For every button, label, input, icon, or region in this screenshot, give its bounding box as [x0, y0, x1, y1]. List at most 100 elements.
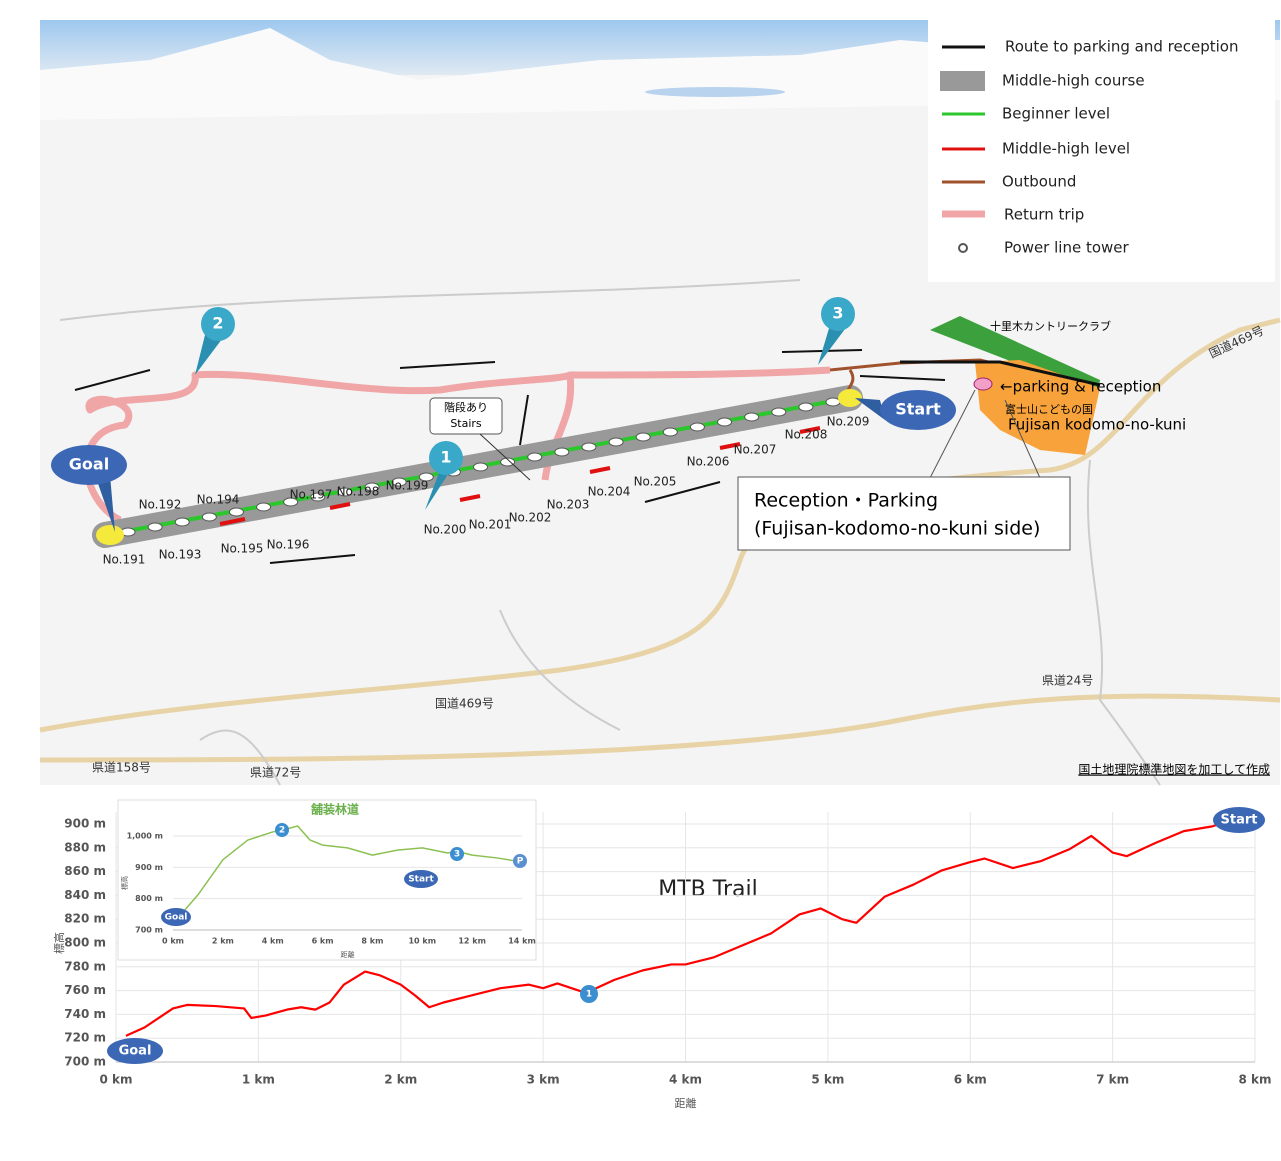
annotation-label: 1 — [586, 990, 592, 1000]
x-tick-label: 2 km — [212, 937, 234, 946]
goal-spot — [96, 525, 124, 545]
lake — [645, 87, 785, 97]
map: Goal Start 1 2 3 階段あり Stairs ←parking & … — [39, 20, 1281, 786]
x-tick-label: 3 km — [527, 1073, 560, 1087]
x-tick-label: 6 km — [954, 1073, 987, 1087]
tower-dot — [228, 507, 244, 517]
middle-high — [219, 426, 821, 526]
tower-label: No.201 — [469, 518, 512, 532]
annotation-marker — [404, 870, 438, 888]
tower-dot — [744, 412, 760, 422]
legend-label: Power line tower — [1004, 239, 1130, 257]
tower-dot — [337, 487, 353, 497]
inset-title: 舗装林道 — [310, 802, 359, 817]
x-tick-label: 4 km — [669, 1073, 702, 1087]
parking-label: ←parking & reception — [1000, 378, 1161, 396]
tower-label: No.195 — [221, 542, 264, 556]
x-axis-label: 距離 — [341, 950, 355, 959]
tower-label: No.209 — [827, 415, 870, 429]
x-tick-label: 6 km — [312, 937, 334, 946]
x-tick-label: 1 km — [242, 1073, 275, 1087]
elevation-line — [125, 822, 1220, 1037]
tower-dot — [201, 512, 217, 522]
tower-dot — [581, 442, 597, 452]
tower-dot — [662, 427, 678, 437]
x-tick-label: 4 km — [262, 937, 284, 946]
kodomo-jp: 富士山こどもの国 — [1005, 402, 1093, 416]
y-tick-label: 800 m — [135, 894, 163, 903]
pin-label: Goal — [69, 455, 109, 474]
annotation-label: Goal — [119, 1044, 152, 1059]
x-axis-label: 距離 — [675, 1096, 697, 1110]
annotation-marker — [161, 908, 191, 926]
road-label: 国道469号 — [435, 697, 494, 711]
annotation-label: 3 — [454, 850, 460, 860]
tower-dot — [500, 457, 516, 467]
tower-labels: No.191 No.192 No.193 No.194 No.195 No.196 No.1… — [103, 415, 870, 567]
legend-label: Route to parking and reception — [1005, 38, 1238, 56]
inset-panel — [117, 799, 537, 961]
x-tick-label: 14 km — [508, 937, 536, 946]
y-tick-label: 880 m — [64, 840, 106, 854]
legend-label: Return trip — [1004, 206, 1084, 224]
tower-label: No.193 — [159, 548, 202, 562]
tower-label: No.204 — [588, 485, 631, 499]
stairs-label: 階段あり — [444, 400, 488, 414]
y-tick-label: 740 m — [64, 1007, 106, 1021]
y-tick-label: 760 m — [64, 983, 106, 997]
tower-label: No.191 — [103, 553, 146, 567]
annotation-label: Start — [408, 875, 434, 885]
annotation-marker — [107, 1038, 163, 1064]
annotation-label: P — [517, 857, 524, 867]
x-tick-label: 12 km — [458, 937, 486, 946]
tower-dot — [608, 437, 624, 447]
tower-label: No.202 — [509, 511, 552, 525]
tower-dot — [473, 462, 488, 472]
pin-label: 3 — [832, 304, 843, 323]
legend-label: Outbound — [1002, 173, 1076, 191]
pin-label: 1 — [440, 448, 451, 467]
legend-label: Beginner level — [1002, 105, 1110, 123]
x-tick-label: 10 km — [408, 937, 436, 946]
pins — [51, 297, 956, 532]
minor-roads — [59, 279, 1161, 786]
y-tick-label: 820 m — [64, 912, 106, 926]
y-tick-label: 720 m — [64, 1031, 106, 1045]
kodomo-area — [975, 360, 1100, 455]
tower-dot — [527, 452, 543, 462]
y-tick-label: 900 m — [64, 817, 106, 831]
y-tick-label: 900 m — [135, 863, 163, 872]
tower-dot — [554, 447, 570, 457]
y-tick-label: 700 m — [64, 1055, 106, 1069]
tower-dot — [391, 477, 407, 487]
stairs-label: Stairs — [450, 417, 482, 430]
tower-label: No.205 — [634, 475, 677, 489]
y-axis-label: 標高 — [120, 876, 129, 890]
annotation-marker — [275, 823, 289, 837]
x-tick-label: 8 km — [361, 937, 383, 946]
annotation-marker — [1213, 807, 1265, 833]
y-tick-label: 1,000 m — [127, 832, 163, 841]
tower-label: No.198 — [337, 485, 380, 499]
tower-label: No.199 — [386, 479, 429, 493]
roads — [39, 317, 1281, 763]
annotation-marker — [580, 985, 598, 1003]
tower-label: No.200 — [424, 523, 467, 537]
stairs-pointer — [479, 433, 531, 481]
x-tick-label: 8 km — [1238, 1073, 1271, 1087]
golf-label: 十里木カントリークラブ — [990, 319, 1111, 333]
road-label: 県道72号 — [250, 766, 301, 780]
callout-text: Reception・Parking — [754, 490, 938, 512]
tower-dot — [825, 397, 841, 407]
tower-dot — [798, 402, 814, 412]
x-tick-label: 5 km — [811, 1073, 844, 1087]
y-tick-label: 780 m — [64, 959, 106, 973]
arrows — [74, 349, 946, 564]
return-trip — [83, 366, 831, 524]
legend-label: Middle-high course — [1002, 72, 1145, 90]
legend-box — [928, 20, 1275, 282]
x-tick-label: 0 km — [99, 1073, 132, 1087]
tower-label: No.194 — [197, 493, 240, 507]
